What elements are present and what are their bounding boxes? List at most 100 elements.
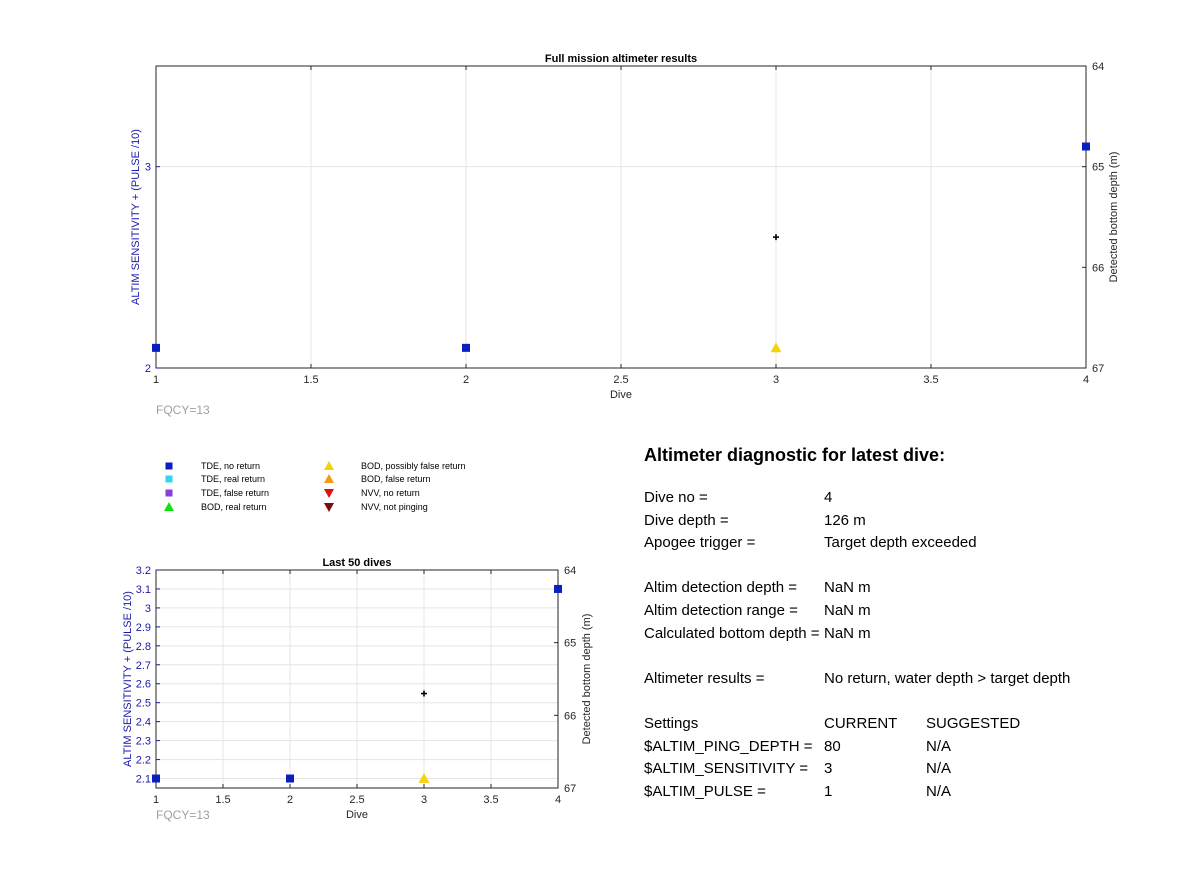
- y2-tick-label: 65: [564, 638, 576, 650]
- sensitivity-label: $ALTIM_SENSITIVITY =: [644, 760, 809, 778]
- marker-legend: TDE, no return TDE, real return TDE, false…: [164, 461, 466, 512]
- dive-depth-value: 126 m: [824, 511, 866, 529]
- ping-depth-label: $ALTIM_PING_DEPTH =: [644, 737, 813, 755]
- legend-label: TDE, real return: [201, 474, 265, 484]
- altimeter-results-row: Altimeter results = No return, water dep…: [644, 670, 1184, 693]
- legend-marker-triangle-down: [324, 503, 334, 512]
- y-tick-label: 3.1: [136, 584, 151, 596]
- apogee-trigger-value: Target depth exceeded: [824, 534, 977, 552]
- legend-marker-triangle-up: [164, 502, 174, 511]
- x-tick-label: 2: [287, 794, 293, 806]
- x-tick-label: 1.5: [215, 794, 230, 806]
- current-header: CURRENT: [824, 714, 898, 732]
- calculated-bottom-depth-row: Calculated bottom depth = NaN m: [644, 625, 1184, 648]
- apogee-trigger-label: Apogee trigger =: [644, 534, 756, 552]
- data-point-square: [1082, 142, 1090, 151]
- legend-label: NVV, no return: [361, 488, 420, 498]
- ping-depth-current: 80: [824, 737, 841, 755]
- x-tick-label: 4: [1083, 374, 1089, 386]
- legend-item: BOD, real return: [164, 502, 267, 512]
- dive-depth-label: Dive depth =: [644, 511, 729, 529]
- altim-detection-depth-label: Altim detection depth =: [644, 579, 798, 597]
- y-tick-label: 2.5: [136, 698, 151, 710]
- apogee-trigger-row: Apogee trigger = Target depth exceeded: [644, 534, 1184, 557]
- y-tick-label: 2.6: [136, 679, 151, 691]
- spacer: [644, 647, 1184, 670]
- altimeter-diagnostic-panel: Altimeter diagnostic for latest dive: Di…: [644, 445, 1184, 805]
- calculated-bottom-depth-value: NaN m: [824, 624, 871, 642]
- data-point-plus: [773, 234, 779, 241]
- x-axis-label: Dive: [346, 809, 368, 821]
- last-50-dives-chart: 1 1.5 2 2.5 3 3.5 4 2.1 2.2 2.3 2.4 2.5 2.6 2.7 2.8 2.9…: [122, 557, 593, 822]
- pulse-current: 1: [824, 782, 833, 800]
- chart-title: Last 50 dives: [322, 557, 391, 569]
- x-tick-label: 3: [773, 374, 779, 386]
- y2-tick-label: 64: [1092, 61, 1104, 73]
- y2-tick-label: 64: [564, 565, 576, 577]
- y-tick-label: 2.9: [136, 622, 151, 634]
- legend-item: TDE, false return: [165, 488, 269, 498]
- spacer: [644, 557, 1184, 580]
- dive-no-value: 4: [824, 489, 833, 506]
- settings-label: Settings: [644, 714, 699, 732]
- y-axis-label: ALTIM SENSITIVITY + (PULSE /10): [122, 591, 134, 767]
- x-tick-label: 2.5: [613, 374, 628, 386]
- legend-item: TDE, no return: [165, 461, 260, 471]
- legend-marker-triangle-up: [324, 474, 334, 483]
- legend-marker-triangle-down: [324, 489, 334, 498]
- chart-title: Full mission altimeter results: [545, 53, 697, 65]
- y2-axis-label: Detected bottom depth (m): [1108, 152, 1120, 283]
- settings-header-row: Settings CURRENT SUGGESTED: [644, 715, 1184, 738]
- x-tick-label: 3.5: [923, 374, 938, 386]
- sensitivity-row: $ALTIM_SENSITIVITY = 3 N/A: [644, 760, 1184, 783]
- legend-marker-square: [165, 462, 173, 470]
- legend-item: BOD, possibly false return: [324, 461, 466, 471]
- legend-label: TDE, no return: [201, 461, 260, 471]
- y2-axis-label: Detected bottom depth (m): [581, 614, 593, 745]
- dive-no-label: Dive no =: [644, 489, 708, 506]
- y-tick-label: 2: [145, 363, 151, 375]
- x-tick-label: 1.5: [303, 374, 318, 386]
- legend-label: BOD, possibly false return: [361, 461, 466, 471]
- dive-no-row: Dive no = 4: [644, 489, 1184, 512]
- data-point-square: [462, 343, 470, 352]
- y-tick-label: 2.3: [136, 736, 151, 748]
- ping-depth-row: $ALTIM_PING_DEPTH = 80 N/A: [644, 738, 1184, 761]
- data-point-square: [152, 343, 160, 352]
- data-point-square: [554, 584, 562, 593]
- altim-detection-range-label: Altim detection range =: [644, 601, 798, 619]
- pulse-label: $ALTIM_PULSE =: [644, 782, 766, 800]
- altimeter-results-label: Altimeter results =: [644, 669, 765, 687]
- y-tick-label: 3: [145, 162, 151, 174]
- legend-item: NVV, not pinging: [324, 502, 428, 512]
- legend-item: TDE, real return: [165, 474, 265, 484]
- x-axis-label: Dive: [610, 389, 632, 401]
- y-tick-label: 2.2: [136, 755, 151, 767]
- altim-detection-range-row: Altim detection range = NaN m: [644, 602, 1184, 625]
- calculated-bottom-depth-label: Calculated bottom depth =: [644, 624, 820, 642]
- legend-marker-triangle-up: [324, 461, 334, 470]
- y-axis-label: ALTIM SENSITIVITY + (PULSE /10): [130, 129, 142, 305]
- y-tick-label: 2.4: [136, 717, 151, 729]
- sensitivity-current: 3: [824, 760, 833, 778]
- fqcy-footnote: FQCY=13: [156, 808, 210, 822]
- y-tick-label: 2.1: [136, 774, 151, 786]
- x-tick-label: 3: [421, 794, 427, 806]
- y2-tick-label: 66: [1092, 262, 1104, 274]
- sensitivity-suggested: N/A: [926, 760, 952, 778]
- legend-label: BOD, false return: [361, 474, 431, 484]
- y2-tick-label: 67: [1092, 363, 1104, 375]
- altim-detection-depth-row: Altim detection depth = NaN m: [644, 579, 1184, 602]
- y-tick-label: 3: [145, 603, 151, 615]
- legend-item: NVV, no return: [324, 488, 420, 498]
- full-mission-chart: 1 1.5 2 2.5 3 3.5 4 2 3 64 65 66 67 Full mission alti…: [130, 53, 1120, 417]
- pulse-suggested: N/A: [926, 782, 952, 800]
- pulse-row: $ALTIM_PULSE = 1 N/A: [644, 783, 1184, 806]
- y-tick-label: 2.8: [136, 641, 151, 653]
- data-point-plus: [421, 690, 427, 697]
- y2-tick-label: 66: [564, 710, 576, 722]
- legend-label: BOD, real return: [201, 502, 267, 512]
- x-tick-label: 3.5: [483, 794, 498, 806]
- data-point-triangle-up: [418, 773, 430, 783]
- suggested-header: SUGGESTED: [926, 714, 1021, 732]
